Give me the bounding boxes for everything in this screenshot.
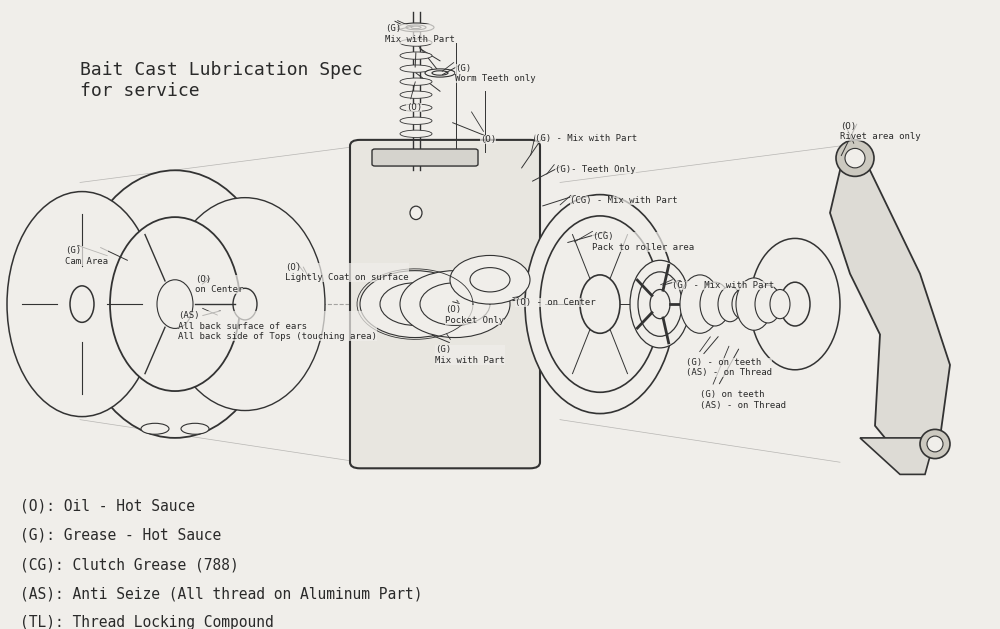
Text: (G)- Teeth Only: (G)- Teeth Only xyxy=(555,165,636,174)
Ellipse shape xyxy=(411,26,421,28)
Ellipse shape xyxy=(400,65,432,72)
Text: (O): (O) xyxy=(480,135,496,144)
Ellipse shape xyxy=(630,260,690,348)
Text: (G) - Mix with Part: (G) - Mix with Part xyxy=(672,281,774,290)
Ellipse shape xyxy=(398,23,434,31)
Text: (G) - on teeth
(AS) - on Thread: (G) - on teeth (AS) - on Thread xyxy=(686,358,772,377)
Text: (G) - Mix with Part: (G) - Mix with Part xyxy=(535,134,637,143)
Ellipse shape xyxy=(680,275,720,333)
Text: (G)
Mix with Part: (G) Mix with Part xyxy=(435,345,505,365)
FancyBboxPatch shape xyxy=(350,140,540,469)
FancyBboxPatch shape xyxy=(372,149,478,166)
Ellipse shape xyxy=(718,286,742,321)
Ellipse shape xyxy=(400,52,432,59)
Ellipse shape xyxy=(770,289,790,319)
Text: (CG) - Mix with Part: (CG) - Mix with Part xyxy=(570,196,678,205)
Text: (O) - on Center: (O) - on Center xyxy=(515,298,596,307)
Ellipse shape xyxy=(470,267,510,292)
Text: (AS)
All back surface of ears
All back side of Tops (touching area): (AS) All back surface of ears All back s… xyxy=(178,311,377,341)
Ellipse shape xyxy=(7,192,157,416)
Text: Bait Cast Lubrication Spec
for service: Bait Cast Lubrication Spec for service xyxy=(80,61,363,99)
Text: (G)
Mix with Part: (G) Mix with Part xyxy=(385,25,455,44)
Text: (O)
Rivet area only: (O) Rivet area only xyxy=(840,121,921,141)
Ellipse shape xyxy=(732,289,752,319)
Ellipse shape xyxy=(755,285,781,323)
Ellipse shape xyxy=(406,25,426,30)
Ellipse shape xyxy=(432,71,448,75)
Text: (O)
on Center: (O) on Center xyxy=(195,275,243,294)
Ellipse shape xyxy=(380,283,450,325)
Ellipse shape xyxy=(400,117,432,125)
Text: (G) on teeth
(AS) - on Thread: (G) on teeth (AS) - on Thread xyxy=(700,391,786,410)
Ellipse shape xyxy=(70,286,94,322)
Text: (O)
Lightly Coat on surface: (O) Lightly Coat on surface xyxy=(285,263,409,282)
Ellipse shape xyxy=(420,283,490,325)
Polygon shape xyxy=(830,170,950,462)
Ellipse shape xyxy=(410,206,422,220)
Ellipse shape xyxy=(400,91,432,98)
Ellipse shape xyxy=(181,423,209,434)
Ellipse shape xyxy=(400,270,510,338)
Ellipse shape xyxy=(165,198,325,411)
Text: (G): Grease - Hot Sauce: (G): Grease - Hot Sauce xyxy=(20,528,221,543)
Text: (O)
Pocket Only: (O) Pocket Only xyxy=(445,305,504,325)
Ellipse shape xyxy=(638,272,682,337)
Ellipse shape xyxy=(750,238,840,370)
Ellipse shape xyxy=(580,275,620,333)
Ellipse shape xyxy=(110,217,240,391)
Ellipse shape xyxy=(836,140,874,176)
Text: (O): Oil - Hot Sauce: (O): Oil - Hot Sauce xyxy=(20,499,195,514)
Ellipse shape xyxy=(400,39,432,46)
Ellipse shape xyxy=(425,69,455,77)
Ellipse shape xyxy=(540,216,660,392)
Ellipse shape xyxy=(700,282,730,326)
Text: (O): (O) xyxy=(406,103,422,113)
Text: (CG)
Pack to roller area: (CG) Pack to roller area xyxy=(592,232,694,252)
Ellipse shape xyxy=(920,430,950,459)
Text: (G)
Worm Teeth only: (G) Worm Teeth only xyxy=(455,64,536,83)
Ellipse shape xyxy=(400,78,432,86)
Ellipse shape xyxy=(780,282,810,326)
Ellipse shape xyxy=(360,270,470,338)
Ellipse shape xyxy=(525,194,675,414)
Ellipse shape xyxy=(927,436,943,452)
Text: (CG): Clutch Grease (788): (CG): Clutch Grease (788) xyxy=(20,557,239,572)
Ellipse shape xyxy=(650,289,670,319)
Ellipse shape xyxy=(157,280,193,328)
Ellipse shape xyxy=(400,130,432,138)
Ellipse shape xyxy=(403,297,427,311)
Ellipse shape xyxy=(400,104,432,111)
Polygon shape xyxy=(860,438,935,474)
Text: (TL): Thread Locking Compound: (TL): Thread Locking Compound xyxy=(20,616,274,629)
Ellipse shape xyxy=(450,255,530,304)
Ellipse shape xyxy=(233,288,257,320)
Ellipse shape xyxy=(141,423,169,434)
Ellipse shape xyxy=(845,148,865,168)
Ellipse shape xyxy=(75,170,275,438)
Text: (G)
Cam Area: (G) Cam Area xyxy=(65,247,108,265)
Text: (AS): Anti Seize (All thread on Aluminum Part): (AS): Anti Seize (All thread on Aluminum… xyxy=(20,586,422,601)
Ellipse shape xyxy=(736,278,772,330)
